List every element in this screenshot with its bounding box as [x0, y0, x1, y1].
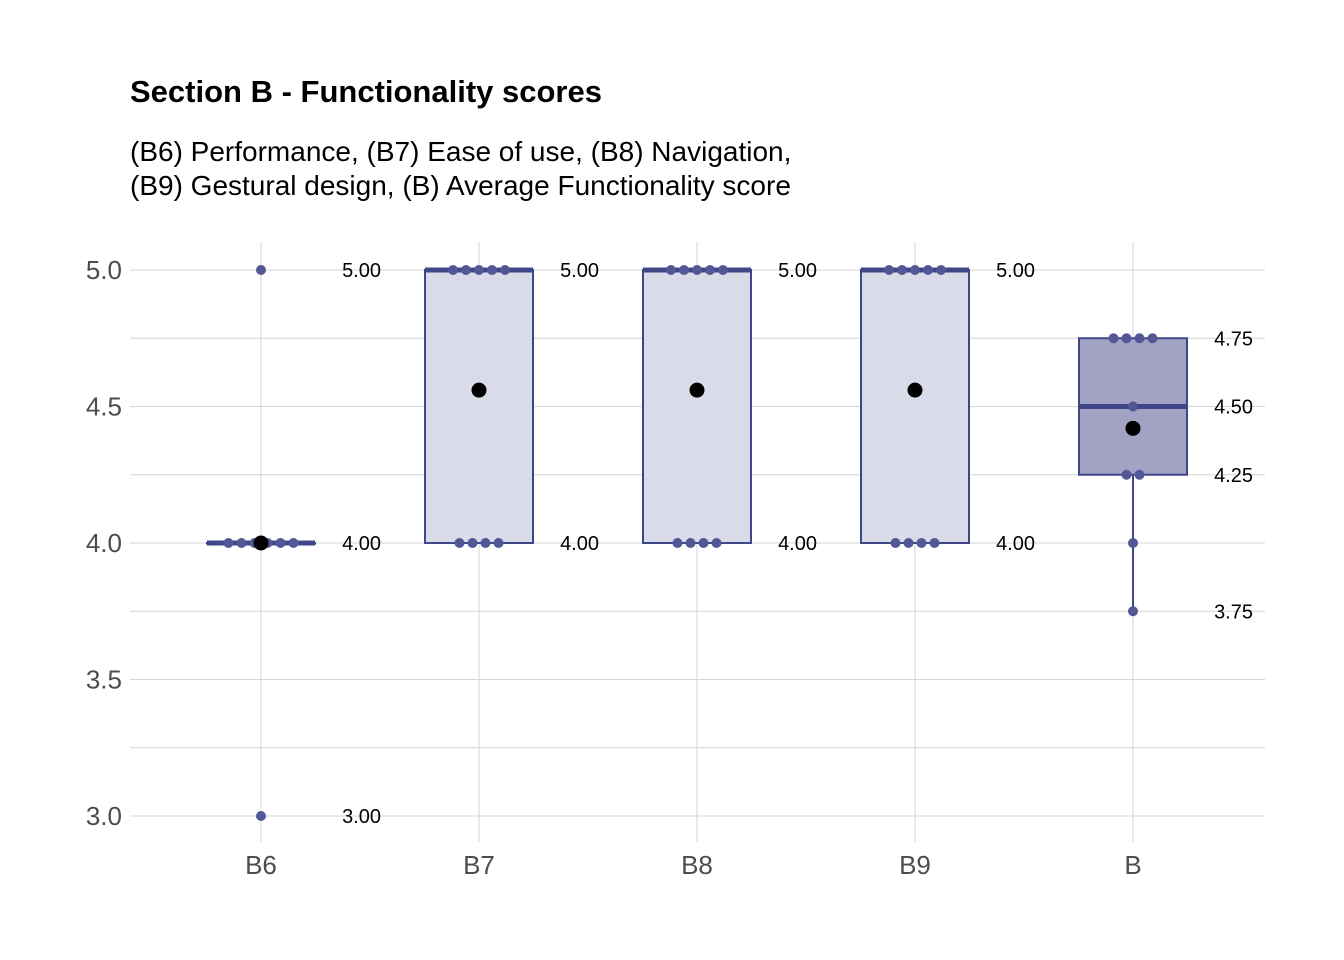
data-point — [910, 265, 920, 275]
x-tick-label: B7 — [463, 850, 495, 880]
data-point — [903, 538, 914, 548]
data-point — [467, 538, 478, 548]
y-tick-label: 5.0 — [86, 255, 122, 285]
data-point — [1108, 333, 1119, 344]
data-point — [500, 265, 510, 275]
value-label: 4.25 — [1214, 465, 1253, 487]
data-point — [448, 265, 458, 275]
data-point — [474, 265, 484, 275]
data-point — [916, 538, 927, 548]
y-tick-label: 3.5 — [86, 665, 122, 695]
mean-marker — [907, 382, 923, 398]
value-label: 3.75 — [1214, 601, 1253, 623]
data-point — [454, 538, 465, 548]
value-label: 5.00 — [560, 260, 599, 282]
value-label: 3.00 — [342, 806, 381, 828]
data-point — [1128, 538, 1138, 548]
data-point — [1121, 333, 1132, 344]
data-point — [236, 538, 247, 548]
chart-subtitle-line-1: (B6) Performance, (B7) Ease of use, (B8)… — [130, 136, 792, 167]
data-point — [493, 538, 504, 548]
data-point — [718, 265, 728, 275]
box — [642, 269, 752, 544]
data-point — [679, 265, 689, 275]
x-tick-label: B9 — [899, 850, 931, 880]
box-group-b: 4.75 4.50 4.25 3.75 — [1078, 328, 1253, 623]
data-point — [256, 811, 266, 821]
data-point — [1134, 333, 1145, 344]
mean-marker — [471, 382, 487, 398]
value-label: 4.00 — [778, 533, 817, 555]
value-label: 5.00 — [342, 260, 381, 282]
mean-marker — [1125, 420, 1141, 436]
data-point — [692, 265, 702, 275]
value-label: 4.00 — [560, 533, 599, 555]
x-tick-label: B8 — [681, 850, 713, 880]
chart-title: Section B - Functionality scores — [130, 74, 602, 109]
data-point — [929, 538, 940, 548]
box — [424, 269, 534, 544]
data-point — [1147, 333, 1158, 344]
data-point — [1121, 469, 1132, 480]
mean-marker — [253, 535, 269, 551]
box-group-b8: 5.00 4.00 — [642, 260, 817, 555]
box — [860, 269, 970, 544]
data-point — [923, 265, 933, 275]
x-tick-label: B6 — [245, 850, 277, 880]
data-point — [461, 265, 471, 275]
data-point — [711, 538, 722, 548]
value-label: 4.50 — [1214, 397, 1253, 419]
box-group-b9: 5.00 4.00 — [860, 260, 1035, 555]
data-point — [897, 265, 907, 275]
value-label: 4.00 — [996, 533, 1035, 555]
data-point — [666, 265, 676, 275]
data-point — [884, 265, 894, 275]
data-point — [223, 538, 234, 548]
data-point — [1128, 606, 1138, 617]
data-point — [487, 265, 497, 275]
value-label: 4.00 — [342, 533, 381, 555]
data-point — [705, 265, 715, 275]
data-point — [275, 538, 286, 548]
data-point — [672, 538, 683, 548]
data-point — [890, 538, 901, 548]
y-tick-label: 3.0 — [86, 801, 122, 831]
data-point — [1128, 401, 1138, 412]
data-point — [685, 538, 696, 548]
data-point — [936, 265, 946, 275]
mean-marker — [689, 382, 705, 398]
data-point — [698, 538, 709, 548]
value-label: 4.75 — [1214, 328, 1253, 350]
data-point — [1134, 469, 1145, 480]
data-point — [288, 538, 299, 548]
y-tick-label: 4.5 — [86, 392, 122, 422]
data-point — [256, 265, 266, 275]
value-label: 5.00 — [996, 260, 1035, 282]
value-label: 5.00 — [778, 260, 817, 282]
box-group-b6: 5.00 4.00 3.00 — [206, 260, 381, 828]
chart-subtitle-line-2: (B9) Gestural design, (B) Average Functi… — [130, 170, 791, 201]
box-group-b7: 5.00 4.00 — [424, 260, 599, 555]
data-point — [480, 538, 491, 548]
y-tick-label: 4.0 — [86, 528, 122, 558]
x-tick-label: B — [1124, 850, 1141, 880]
